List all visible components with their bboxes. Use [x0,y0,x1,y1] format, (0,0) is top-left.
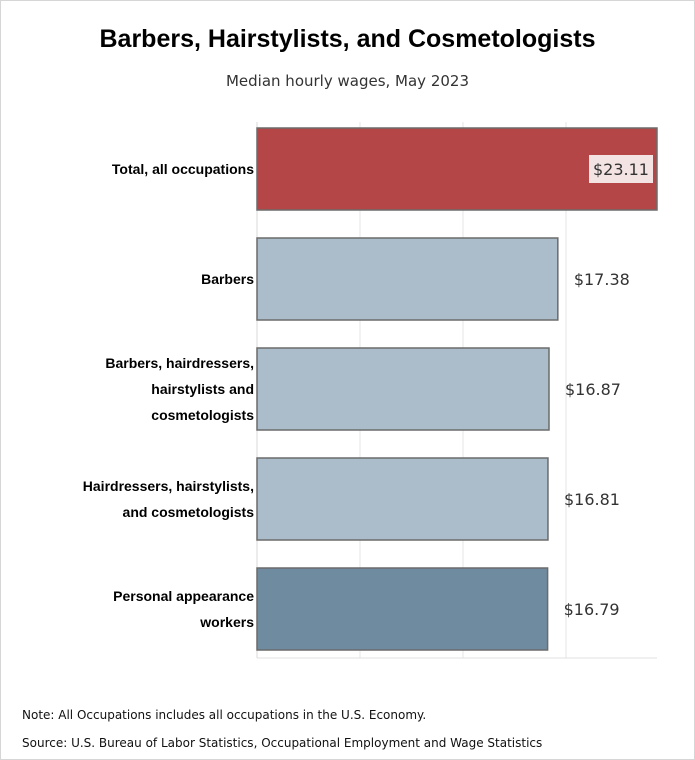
value-label-background [589,155,653,183]
category-label-line: Personal appearance [113,588,254,604]
category-label-line: and cosmetologists [123,504,255,520]
chart-source: Source: U.S. Bureau of Labor Statistics,… [22,736,543,750]
category-label: Personal appearance workers [113,588,254,630]
category-label-line: Hairdressers, hairstylists, [83,478,254,494]
chart-note: Note: All Occupations includes all occup… [22,708,427,722]
bar [256,237,559,321]
category-label-line: hairstylists and [151,381,254,397]
category-label-line: Barbers, hairdressers, [105,355,254,371]
value-label: $17.38 [574,270,630,289]
category-label-line: workers [199,614,254,630]
category-label: Hairdressers, hairstylists, and cosmetolo… [83,478,254,520]
value-label: $16.81 [564,490,620,509]
value-label: $16.87 [565,380,621,399]
category-label-line: Barbers [201,271,254,287]
value-label: $16.79 [564,600,620,619]
bar [256,457,549,541]
bar [256,567,549,651]
category-label: Barbers, hairdressers, hairstylists and co… [105,355,254,423]
bar [256,347,550,431]
value-label: $23.11 [593,160,649,179]
category-label: Barbers [201,271,254,287]
category-label: Total, all occupations [112,161,254,177]
category-label-line: Total, all occupations [112,161,254,177]
bar-chart: $23.11 Total, all occupations $17.38 Barber… [83,122,658,659]
category-label-line: cosmetologists [151,407,254,423]
chart-title: Barbers, Hairstylists, and Cosmetologist… [99,25,596,53]
chart-subtitle: Median hourly wages, May 2023 [225,72,469,90]
